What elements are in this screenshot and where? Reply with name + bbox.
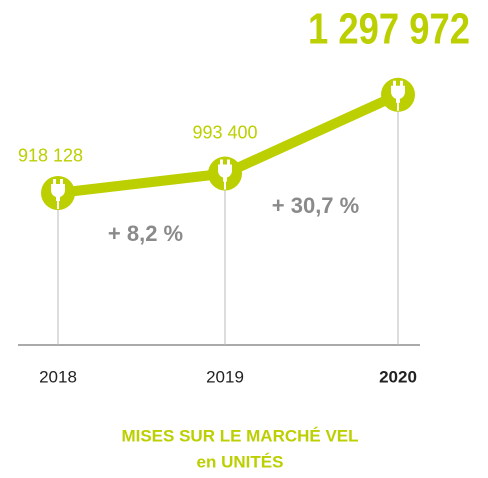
value-label: 918 128 [18,146,83,166]
growth-annotation: + 8,2 % [108,221,183,246]
chart-title: MISES SUR LE MARCHÉ VEL [121,426,358,445]
value-label: 993 400 [192,122,257,142]
x-tick-label: 2018 [39,367,77,386]
plug-icon [390,80,406,111]
chart-subtitle: en UNITÉS [197,452,284,471]
plug-icon [217,159,233,190]
x-tick-label: 2019 [206,367,244,386]
plug-icon [50,178,66,209]
growth-annotation: + 30,7 % [272,193,359,218]
value-label: 1 297 972 [308,5,470,54]
x-tick-label: 2020 [379,367,417,386]
